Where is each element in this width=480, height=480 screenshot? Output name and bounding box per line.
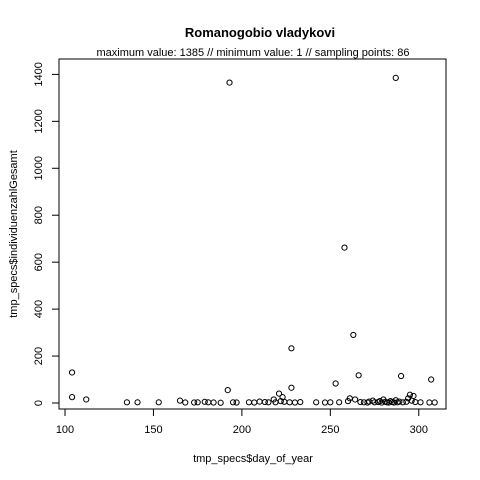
data-point (176, 397, 184, 404)
data-point (182, 399, 189, 406)
data-point (399, 399, 406, 406)
x-tick-label: 100 (56, 424, 74, 436)
data-point (288, 384, 295, 391)
data-point (68, 369, 76, 376)
data-point (397, 372, 405, 380)
x-tick-label: 150 (144, 424, 162, 436)
data-point (428, 376, 435, 383)
data-point (327, 399, 334, 406)
y-tick-label: 400 (33, 300, 45, 318)
data-point (217, 399, 224, 406)
data-point (410, 392, 417, 400)
y-tick-label: 600 (33, 253, 45, 271)
data-point (201, 398, 208, 405)
chart-title: Romanogobio vladykovi (185, 25, 335, 40)
data-point (341, 244, 348, 251)
data-point (191, 399, 198, 406)
data-point (431, 399, 438, 406)
x-tick-label: 200 (233, 424, 251, 436)
x-tick-label: 300 (410, 424, 428, 436)
data-point (224, 386, 231, 394)
y-tick-label: 1200 (33, 109, 45, 133)
data-point (134, 399, 141, 406)
data-point (291, 399, 299, 406)
y-tick-label: 1000 (33, 156, 45, 180)
y-tick-label: 200 (33, 347, 45, 365)
data-point (229, 399, 237, 406)
data-point (392, 74, 399, 82)
y-tick-label: 800 (33, 206, 45, 224)
data-point (68, 394, 76, 401)
y-axis: 0 200 400 600 800 1000 1200 1400 (33, 62, 60, 406)
data-points (68, 74, 438, 406)
data-point (83, 396, 90, 403)
data-point (194, 399, 201, 406)
data-point (321, 399, 329, 406)
data-point (281, 398, 288, 405)
x-axis-label: tmp_specs$day_of_year (193, 453, 313, 465)
data-point (256, 398, 263, 405)
data-point (406, 391, 414, 398)
data-point (286, 399, 293, 406)
data-point (396, 398, 403, 405)
data-point (288, 345, 295, 352)
data-point (265, 399, 272, 406)
x-tick-label: 250 (321, 424, 339, 436)
data-point (261, 398, 268, 406)
data-point (336, 399, 343, 406)
data-point (155, 399, 162, 406)
data-point (226, 79, 233, 86)
data-point (297, 398, 304, 406)
data-point (123, 399, 131, 406)
y-tick-label: 0 (33, 400, 45, 406)
data-point (233, 399, 240, 406)
data-point (355, 372, 362, 379)
data-point (313, 399, 320, 406)
data-point (351, 396, 359, 403)
x-axis: 100 150 200 250 300 (56, 408, 428, 436)
data-point (251, 399, 258, 406)
data-point (245, 399, 253, 406)
data-point (210, 399, 217, 406)
data-point (366, 398, 373, 405)
data-point (426, 399, 433, 406)
data-point (417, 399, 424, 406)
plot-area (58, 58, 447, 410)
data-point (357, 398, 364, 406)
chart-subtitle: maximum value: 1385 // minimum value: 1 … (96, 47, 409, 59)
data-point (350, 331, 357, 339)
y-axis-label: tmp_specs$individuenzahlGesamt (8, 150, 20, 318)
data-point (205, 399, 212, 406)
y-tick-label: 1400 (33, 62, 45, 86)
data-point (275, 390, 283, 397)
data-point (332, 380, 339, 387)
